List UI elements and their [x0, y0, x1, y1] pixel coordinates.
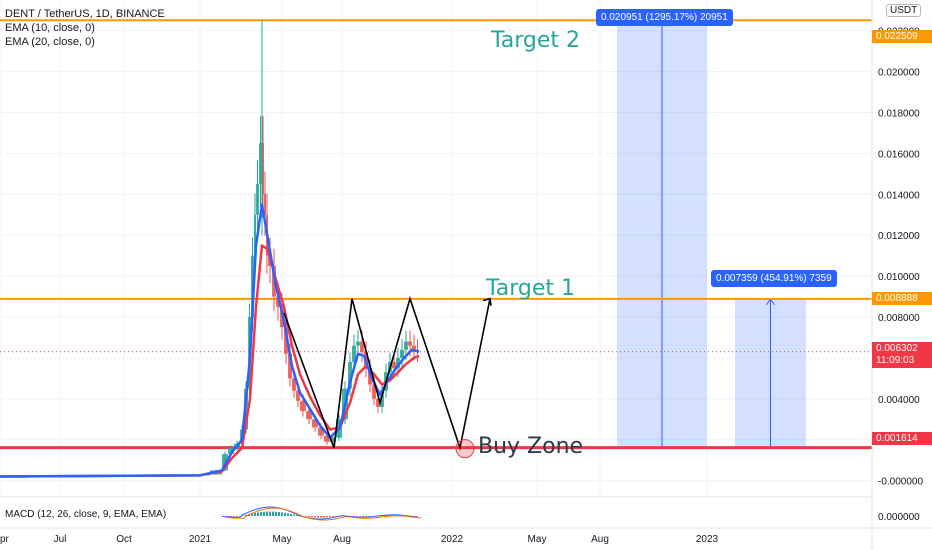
candle-body: [360, 341, 364, 352]
candle-body: [288, 353, 292, 379]
x-tick-label: Jul: [54, 534, 67, 545]
y-tick-label: 0.010000: [878, 272, 920, 283]
grid-lines: [0, 0, 872, 497]
candle-body: [306, 411, 312, 420]
candle-body: [412, 345, 416, 350]
candle-body: [300, 400, 306, 412]
x-tick-label: Aug: [333, 534, 351, 545]
candle-body: [330, 437, 336, 442]
symbol-title: DENT / TetherUS, 1D, BINANCE: [5, 8, 165, 20]
y-tick-label: 0.020000: [878, 68, 920, 79]
macd-signal-line: [225, 507, 422, 521]
price-tag-target-2: 0.022509: [872, 30, 932, 43]
measure-label-target-2: 0.020951 (1295.17%) 20951: [596, 9, 733, 26]
time-axis: pr Jul Oct 2021 May Aug 2022 May Aug 2023: [0, 534, 719, 545]
y-tick-label: 0.014000: [878, 190, 920, 201]
candle-body: [324, 435, 330, 442]
candle-body: [284, 327, 288, 354]
price-tag-current: 0.006302 11:09:03: [872, 342, 932, 368]
y-tick-label: 0.012000: [878, 231, 920, 242]
macd-line: [221, 506, 418, 520]
buy-zone-marker: [455, 439, 475, 459]
macd-tick-label: 0.000000: [878, 512, 920, 523]
candle-body: [259, 143, 262, 185]
measure-label-target-1: 0.007359 (454.91%) 7359: [711, 270, 837, 287]
candle-body: [296, 390, 300, 401]
candle-body: [254, 214, 256, 256]
price-tag-buy-zone: 0.001614: [872, 432, 932, 445]
x-tick-label: 2022: [441, 534, 464, 545]
candle-body: [404, 341, 408, 350]
target-1-label: Target 1: [486, 276, 576, 301]
candle-body: [348, 362, 352, 389]
candle-body: [251, 255, 254, 318]
x-tick-label: 2023: [696, 534, 719, 545]
candle-body: [222, 454, 228, 471]
candle-body: [396, 357, 400, 369]
current-price: 0.006302: [876, 343, 918, 354]
candle-body: [276, 296, 280, 307]
candle-body: [408, 341, 412, 346]
candle-body: [352, 345, 356, 363]
candle-body: [228, 447, 234, 455]
candle-body: [376, 398, 380, 408]
y-tick-label: 0.016000: [878, 149, 920, 160]
pattern-drawing: [283, 295, 492, 459]
candle-body: [256, 184, 259, 215]
bar-countdown: 11:09:03: [876, 355, 915, 366]
candle-body: [292, 378, 296, 391]
candle-body: [372, 384, 376, 399]
price-series: [0, 20, 420, 478]
macd-pane: 0.000000: [221, 506, 920, 523]
candle-body: [312, 419, 318, 428]
x-tick-label: 2021: [189, 534, 212, 545]
y-tick-label: 0.018000: [878, 108, 920, 119]
zigzag-pattern: [283, 295, 491, 452]
currency-badge[interactable]: USDT: [886, 4, 922, 17]
ema-slow-legend[interactable]: EMA (20, close, 0): [5, 36, 95, 48]
ema-fast-line: [0, 203, 420, 478]
candle-body: [356, 341, 360, 346]
ema-fast-legend[interactable]: EMA (10, close, 0): [5, 22, 95, 34]
candle-body: [262, 143, 264, 195]
macd-legend[interactable]: MACD (12, 26, close, 9, EMA, EMA): [5, 509, 167, 520]
y-tick-label: -0.000000: [878, 477, 923, 488]
y-tick-label: 0.008000: [878, 313, 920, 324]
buy-zone-label: Buy Zone: [478, 434, 584, 459]
y-tick-label: 0.004000: [878, 395, 920, 406]
zigzag-arrow-head: [482, 297, 492, 306]
x-tick-label: Oct: [116, 534, 132, 545]
price-tag-target-1: 0.008888: [872, 292, 932, 305]
x-tick-label: May: [528, 534, 547, 545]
candle-body: [392, 362, 396, 369]
candle-body: [318, 427, 324, 436]
measure-boxes: [617, 19, 806, 448]
x-tick-label: Aug: [591, 534, 609, 545]
candle-body: [400, 349, 404, 358]
candle-body: [264, 194, 266, 215]
x-tick-label: pr: [0, 534, 10, 545]
x-tick-label: May: [273, 534, 292, 545]
target-2-label: Target 2: [491, 28, 581, 53]
